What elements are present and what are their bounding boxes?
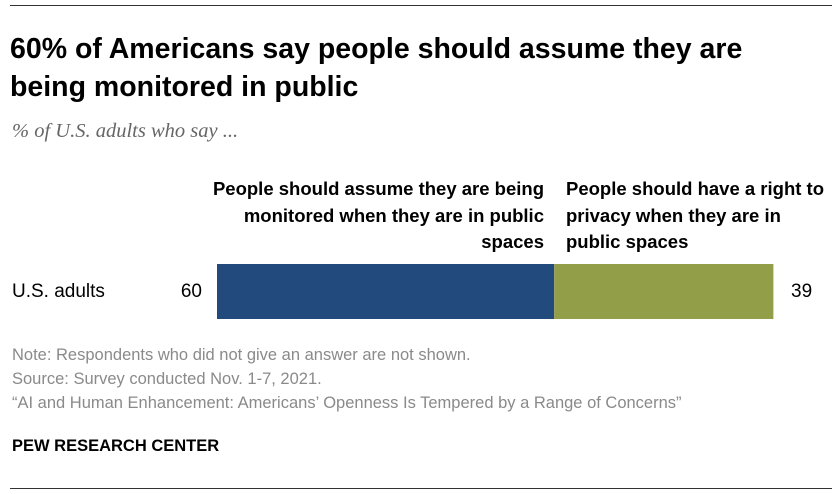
top-rule bbox=[10, 5, 832, 6]
category-label-us-adults: U.S. adults bbox=[12, 281, 105, 302]
legend-series-monitored: People should assume they are being moni… bbox=[212, 178, 544, 252]
report-title: “AI and Human Enhancement: Americans’ Op… bbox=[12, 394, 682, 412]
legend-series-privacy: People should have a right to privacy wh… bbox=[566, 178, 825, 252]
data-label-privacy: 39 bbox=[791, 281, 813, 302]
note-text: Note: Respondents who did not give an an… bbox=[12, 346, 471, 364]
chart-notes: Note: Respondents who did not give an an… bbox=[12, 343, 682, 415]
source-text: Source: Survey conducted Nov. 1-7, 2021. bbox=[12, 370, 322, 388]
bar-segment-monitored bbox=[217, 264, 555, 319]
bottom-rule bbox=[10, 488, 832, 489]
chart-subtitle: % of U.S. adults who say ... bbox=[12, 120, 239, 142]
data-label-monitored: 60 bbox=[180, 281, 202, 302]
bar-segment-privacy bbox=[554, 264, 774, 319]
organization-name: PEW RESEARCH CENTER bbox=[12, 437, 220, 455]
chart-title: 60% of Americans say people should assum… bbox=[10, 33, 743, 103]
